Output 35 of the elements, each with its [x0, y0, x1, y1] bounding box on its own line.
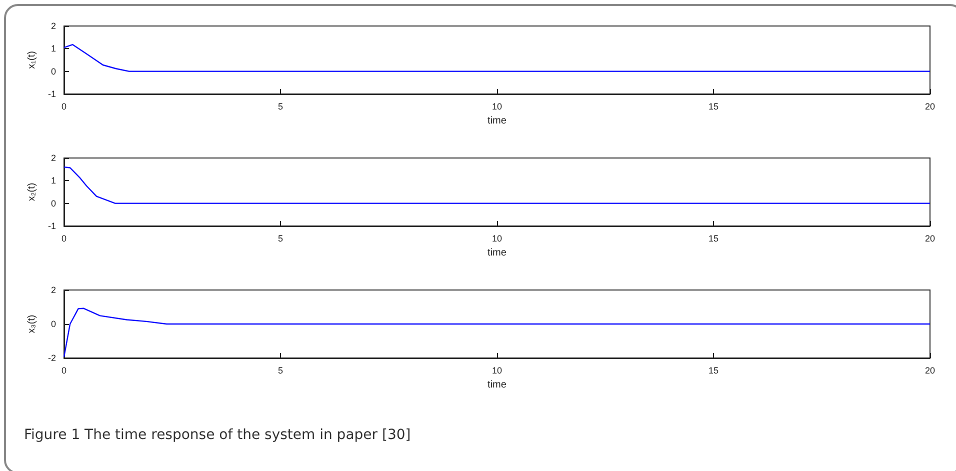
y-tick-label: 2: [50, 285, 56, 295]
x-axis-title: time: [488, 247, 507, 258]
y-axis-title: x₃(t): [26, 314, 38, 334]
x-tick-label: 5: [278, 234, 284, 244]
x-tick-label: 15: [708, 366, 719, 376]
y-tick-label: 0: [50, 319, 56, 329]
x-tick-label: 5: [278, 102, 284, 112]
y-tick-label: 0: [50, 66, 56, 76]
y-tick-label: -1: [48, 89, 56, 99]
x-tick-label: 15: [708, 234, 719, 244]
line-series: [63, 44, 931, 72]
y-tick-label: -1: [48, 221, 56, 231]
y-tick-label: 1: [50, 44, 56, 54]
caption: Figure 1 The time response of the system in paper [30]: [24, 427, 411, 443]
x-tick-label: 0: [61, 234, 67, 244]
x-tick-label: 20: [924, 234, 936, 244]
x-tick-label: 15: [708, 102, 719, 112]
line-series: [63, 166, 931, 204]
y-tick-label: 1: [50, 176, 56, 186]
y-axis-title: x₁(t): [26, 51, 38, 69]
x-tick-label: 20: [924, 366, 936, 376]
x-tick-label: 10: [492, 102, 502, 112]
x-tick-label: 20: [924, 102, 936, 112]
x-axis-title: time: [488, 115, 507, 126]
y-tick-label: 2: [50, 21, 56, 31]
x-tick-label: 10: [492, 234, 502, 244]
x-tick-label: 0: [61, 102, 67, 112]
x-tick-label: 0: [61, 366, 67, 376]
x-tick-label: 10: [492, 366, 502, 376]
x-tick-label: 5: [278, 366, 284, 376]
y-tick-label: 2: [50, 153, 56, 163]
y-axis-title: x₂(t): [26, 182, 38, 202]
x-axis-title: time: [488, 379, 507, 390]
y-tick-label: -2: [48, 353, 56, 363]
y-tick-label: 0: [50, 198, 56, 208]
